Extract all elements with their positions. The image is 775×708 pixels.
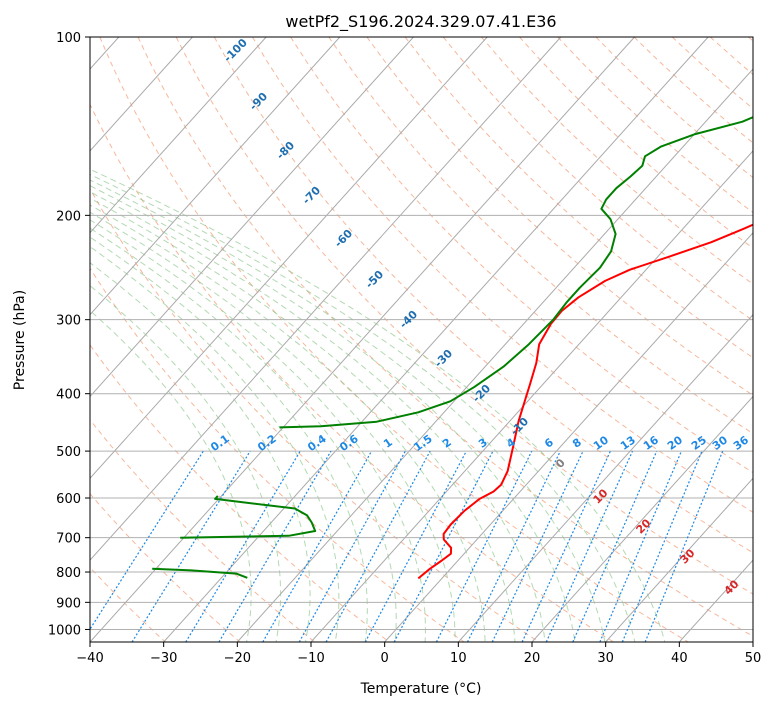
moist-adiabat-line-7: [90, 211, 456, 642]
isotherm-line-14: [236, 68, 753, 642]
y-tick-label-4: 500: [56, 445, 81, 460]
chart-title: wetPf2_S196.2024.329.07.41.E36: [285, 12, 556, 32]
x-tick-label-4: 0: [381, 651, 389, 666]
x-tick-label-2: −20: [224, 651, 251, 666]
isotherm-line-13: [163, 37, 709, 642]
y-tick-label-2: 300: [56, 314, 81, 329]
mixing-ratio-line-9: [435, 450, 533, 642]
mixing-ratio-line-14: [572, 450, 658, 642]
moist-adiabat-line-4: [90, 236, 368, 642]
y-tick-label-6: 700: [56, 532, 81, 547]
isotherm-line-18: [531, 395, 753, 642]
mixing-ratio-line-5: [298, 450, 406, 642]
moist-adiabat-line-2: [90, 262, 311, 642]
moist-adiabat-line-9: [90, 197, 516, 642]
x-tick-label-5: 10: [450, 651, 467, 666]
series-1-line-2: [279, 116, 753, 429]
isotherm-line-8: [90, 37, 341, 316]
isotherm-line-6: [90, 37, 193, 152]
moist-adiabat-line-11: [90, 185, 576, 642]
y-tick-label-3: 400: [56, 388, 81, 403]
isotherm-line-11: [90, 37, 562, 561]
moist-adiabat-line-8: [90, 204, 486, 642]
moist-adiabat-line-12: [90, 179, 606, 642]
mixing-ratio-line-10: [466, 450, 561, 642]
mixing-ratio-line-0: [90, 450, 204, 631]
mixing-ratio-line-16: [621, 450, 703, 642]
y-tick-label-9: 1000: [48, 623, 81, 638]
isotherm-line-12: [90, 37, 635, 642]
isotherm-line-15: [310, 150, 753, 642]
isotherm-line-17: [457, 313, 753, 642]
moist-adiabat-line-5: [90, 227, 397, 642]
plot-area: [90, 37, 753, 642]
x-tick-label-0: −40: [76, 651, 103, 666]
dry-adiabats: [90, 37, 753, 642]
moist-adiabat-line-13: [90, 173, 636, 642]
mixing-ratio-line-1: [131, 450, 251, 642]
mixing-ratio-line-4: [262, 450, 373, 642]
mixing-ratio-line-11: [491, 450, 584, 642]
x-tick-label-3: −10: [297, 651, 324, 666]
isotherm-line-10: [90, 37, 488, 480]
dry-adiabat-line-3: [90, 418, 316, 642]
moist-adiabat-line-10: [90, 191, 546, 642]
moist-adiabat-line-3: [90, 246, 340, 642]
y-axis-label: Pressure (hPa): [12, 290, 28, 390]
moist-adiabat-line-0: [90, 309, 252, 642]
y-axis-ticks: 100 200 300 400 500 600 700 800 900 1000: [48, 31, 90, 638]
x-axis-ticks: −40 −30 −20 −10 0 10 20 30 40 50: [76, 642, 761, 666]
x-tick-label-7: 30: [597, 651, 614, 666]
x-tick-label-8: 40: [671, 651, 688, 666]
y-tick-label-7: 800: [56, 566, 81, 581]
mixing-ratio-line-6: [325, 450, 431, 642]
mixing-ratio-line-15: [599, 450, 682, 642]
dry-adiabat-line-15: [366, 37, 753, 396]
series-0-line-0: [417, 223, 753, 580]
dry-adiabat-line-8: [99, 37, 689, 642]
moist-adiabat-line-14: [90, 168, 666, 642]
mixing-ratio-line-2: [185, 450, 301, 642]
dry-adiabat-line-18: [481, 37, 753, 285]
isotherm-line-7: [90, 37, 267, 234]
dry-adiabat-line-11: [213, 37, 753, 554]
isotherm-line-9: [90, 37, 414, 398]
moist-adiabat-line-1: [90, 285, 282, 642]
mixing-ratio-line-3: [218, 450, 332, 642]
sounding-curves: [152, 116, 753, 580]
y-tick-label-8: 900: [56, 596, 81, 611]
plot-frame: [89, 36, 754, 643]
x-tick-label-1: −30: [150, 651, 177, 666]
mixing-ratio-line-13: [545, 450, 634, 642]
dry-adiabat-line-16: [404, 37, 753, 359]
series-1-line-1: [180, 495, 317, 539]
x-axis-label: Temperature (°C): [360, 681, 482, 697]
y-tick-label-5: 600: [56, 492, 81, 507]
y-tick-label-0: 100: [56, 31, 81, 46]
dry-adiabat-line-5: [90, 267, 465, 642]
dry-adiabat-line-9: [137, 37, 753, 637]
skewed-isotherms: [90, 37, 753, 642]
moist-adiabats: [90, 168, 666, 642]
dry-adiabat-line-17: [442, 37, 753, 322]
series-1-line-0: [152, 567, 248, 579]
dry-adiabat-line-12: [251, 37, 753, 513]
x-tick-label-6: 20: [524, 651, 541, 666]
x-tick-label-9: 50: [745, 651, 762, 666]
dry-adiabat-line-10: [175, 37, 753, 595]
mixing-ratio-line-12: [521, 450, 611, 642]
isotherm-line-19: [605, 477, 753, 642]
dry-adiabat-line-2: [90, 493, 241, 642]
dry-adiabat-line-4: [90, 344, 390, 642]
y-tick-label-1: 200: [56, 209, 81, 224]
mixing-ratio-lines: [90, 450, 724, 642]
isotherm-line-16: [384, 231, 753, 642]
